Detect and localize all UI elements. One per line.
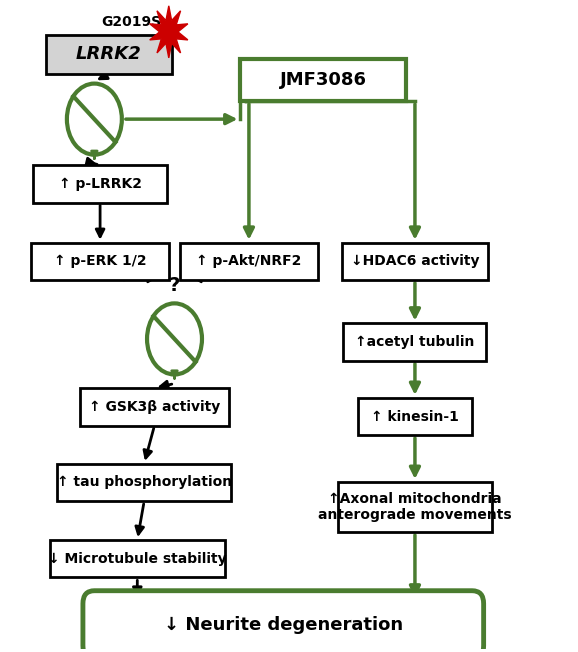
Text: ↑ kinesin-1: ↑ kinesin-1 — [371, 409, 459, 424]
FancyBboxPatch shape — [33, 165, 168, 203]
FancyBboxPatch shape — [343, 323, 487, 361]
Text: ↑ p-Akt/NRF2: ↑ p-Akt/NRF2 — [197, 254, 302, 269]
Text: ?: ? — [169, 276, 180, 295]
FancyBboxPatch shape — [83, 591, 484, 652]
Text: ↓HDAC6 activity: ↓HDAC6 activity — [351, 254, 479, 269]
Text: ↑ GSK3β activity: ↑ GSK3β activity — [89, 400, 220, 414]
Text: ↑ p-LRRK2: ↑ p-LRRK2 — [58, 177, 142, 191]
FancyBboxPatch shape — [180, 243, 318, 280]
Polygon shape — [150, 6, 188, 58]
FancyBboxPatch shape — [46, 35, 172, 74]
Text: ↓ Microtubule stability: ↓ Microtubule stability — [48, 552, 227, 566]
Text: ↑ p-ERK 1/2: ↑ p-ERK 1/2 — [54, 254, 146, 269]
Text: JMF3086: JMF3086 — [280, 71, 367, 89]
FancyBboxPatch shape — [31, 243, 169, 280]
Text: G2019S: G2019S — [102, 14, 162, 29]
Text: ↑acetyl tubulin: ↑acetyl tubulin — [355, 335, 475, 349]
FancyBboxPatch shape — [342, 243, 488, 280]
FancyBboxPatch shape — [50, 540, 225, 578]
FancyBboxPatch shape — [240, 59, 406, 101]
Text: ↑Axonal mitochondria
anterograde movements: ↑Axonal mitochondria anterograde movemen… — [318, 492, 512, 522]
Ellipse shape — [147, 303, 202, 374]
FancyBboxPatch shape — [57, 464, 231, 501]
Text: LRRK2: LRRK2 — [76, 46, 142, 63]
FancyBboxPatch shape — [80, 388, 229, 426]
Text: ↓ Neurite degeneration: ↓ Neurite degeneration — [164, 615, 403, 634]
Ellipse shape — [67, 83, 122, 155]
Text: ↑ tau phosphorylation: ↑ tau phosphorylation — [57, 475, 232, 490]
FancyBboxPatch shape — [358, 398, 472, 436]
FancyBboxPatch shape — [338, 482, 492, 532]
